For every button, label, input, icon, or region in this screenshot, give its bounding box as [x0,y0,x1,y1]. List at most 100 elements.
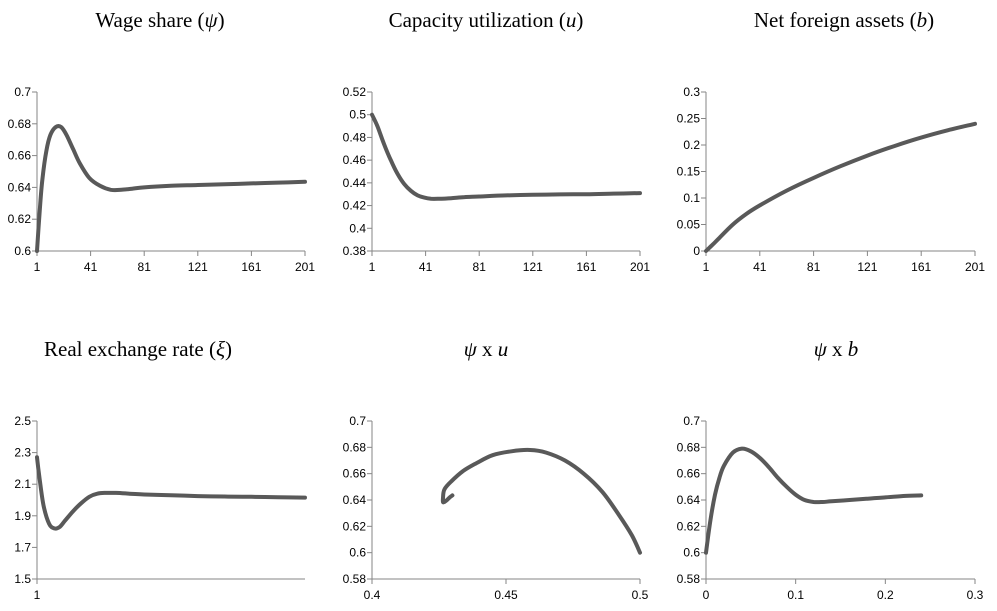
series-line [440,447,642,555]
y-tick-label: 0.42 [343,199,367,213]
y-tick-label: 2.1 [14,477,31,491]
y-tick-label: 0.38 [343,244,367,258]
x-tick-label: 1 [369,260,376,274]
y-tick-label: 0.64 [677,493,701,507]
x-tick-label: 41 [84,260,98,274]
x-tick-label: 0.5 [632,588,649,602]
series-line [370,112,642,201]
y-tick-label: 0.44 [343,176,367,190]
y-tick-label: 0.68 [677,440,701,454]
y-tick-label: 0.66 [8,149,32,163]
y-tick-label: 1.7 [14,540,31,554]
x-tick-label: 161 [241,260,261,274]
title-part: Wage share ( [95,8,204,32]
x-tick-label: 41 [419,260,433,274]
panel-title: ψ x b [814,337,859,361]
title-part: x [477,337,498,361]
title-part: Net foreign assets ( [754,8,917,32]
title-part: Capacity utilization ( [389,8,566,32]
x-tick-label: 0.2 [877,588,894,602]
x-tick-label: 201 [295,260,315,274]
title-part: ) [218,8,225,32]
y-tick-label: 0.05 [677,218,701,232]
y-tick-label: 0.7 [683,414,700,428]
x-tick-label: 121 [188,260,208,274]
panel-title: Capacity utilization (u) [389,8,584,32]
panel-psi-vs-b: ψ x b 0.58 0.6 0.62 0.64 0.66 0.68 0.7 0 0.1 0.2 0.… [677,337,984,602]
panel-title: Wage share (ψ) [95,8,224,32]
title-part: ) [927,8,934,32]
series-line [704,121,977,253]
y-tick-label: 0.4 [349,221,366,235]
y-tick-label: 0.62 [677,519,701,533]
y-tick-label: 2.3 [14,446,31,460]
y-tick-label: 0.25 [677,112,701,126]
y-tick-label: 0 [693,244,700,258]
panel-real-exchange-rate: Real exchange rate (ξ) 1.5 1.7 1.9 2.1 2.3 2.5… [14,337,307,602]
title-part: ψ [205,8,219,32]
y-tick-label: 0.68 [343,440,367,454]
x-tick-label: 161 [911,260,931,274]
x-tick-label: 0 [703,588,710,602]
y-tick-label: 0.48 [343,130,367,144]
y-tick-label: 0.46 [343,153,367,167]
y-tick-label: 0.58 [677,572,701,586]
x-tick-label: 41 [753,260,767,274]
x-tick-label: 81 [807,260,821,274]
title-part: ) [576,8,583,32]
x-tick-label: 0.1 [787,588,804,602]
title-part: u [566,8,577,32]
y-tick-label: 0.1 [683,191,700,205]
x-tick-label: 161 [576,260,596,274]
y-tick-label: 0.6 [349,546,366,560]
title-part: ) [225,337,232,361]
title-part: b [848,337,859,361]
y-tick-label: 1.5 [14,572,31,586]
title-part: u [498,337,509,361]
title-part: Real exchange rate ( [44,337,216,361]
y-tick-label: 0.58 [343,572,367,586]
y-tick-label: 0.3 [683,85,700,99]
y-tick-label: 0.5 [349,108,366,122]
y-tick-label: 0.68 [8,117,32,131]
panel-net-foreign-assets: Net foreign assets (b) 0 0.05 0.1 0.15 0.2 0.2… [677,8,986,274]
x-tick-label: 121 [523,260,543,274]
y-tick-label: 2.5 [14,414,31,428]
series-line [704,446,924,555]
y-tick-label: 0.6 [14,244,31,258]
series-line [35,455,307,531]
y-tick-label: 0.66 [343,467,367,481]
y-tick-label: 0.2 [683,138,700,152]
y-tick-label: 0.52 [343,85,367,99]
panel-title: ψ x u [464,337,509,361]
y-tick-label: 1.9 [14,509,31,523]
title-part: ψ [464,337,478,361]
x-tick-label: 201 [965,260,985,274]
series-line [35,124,307,253]
title-part: ψ [814,337,828,361]
y-tick-label: 0.64 [8,180,32,194]
title-part: ξ [216,337,225,361]
y-tick-label: 0.7 [14,85,31,99]
y-tick-label: 0.7 [349,414,366,428]
x-tick-label: 81 [138,260,152,274]
x-tick-label: 121 [857,260,877,274]
panel-psi-vs-u: ψ x u 0.58 0.6 0.62 0.64 0.66 0.68 0.7 0.4 0.45 0.… [343,337,649,602]
y-tick-label: 0.15 [677,165,701,179]
x-tick-label: 1 [34,588,41,602]
y-tick-label: 0.6 [683,546,700,560]
x-tick-label: 1 [703,260,710,274]
x-tick-label: 1 [34,260,41,274]
panel-capacity-utilization: Capacity utilization (u) 0.38 0.4 0.42 0.44 0… [343,8,651,274]
y-tick-label: 0.66 [677,467,701,481]
panel-title: Real exchange rate (ξ) [44,337,232,361]
panel-title: Net foreign assets (b) [754,8,934,32]
x-tick-label: 201 [630,260,650,274]
panel-wage-share: Wage share (ψ) 0.6 0.62 0.64 0.66 0.68 0.7 1 41 8… [8,8,316,274]
y-tick-label: 0.62 [8,212,32,226]
y-tick-label: 0.64 [343,493,367,507]
x-tick-label: 0.45 [494,588,518,602]
x-tick-label: 0.3 [967,588,984,602]
title-part: x [827,337,848,361]
